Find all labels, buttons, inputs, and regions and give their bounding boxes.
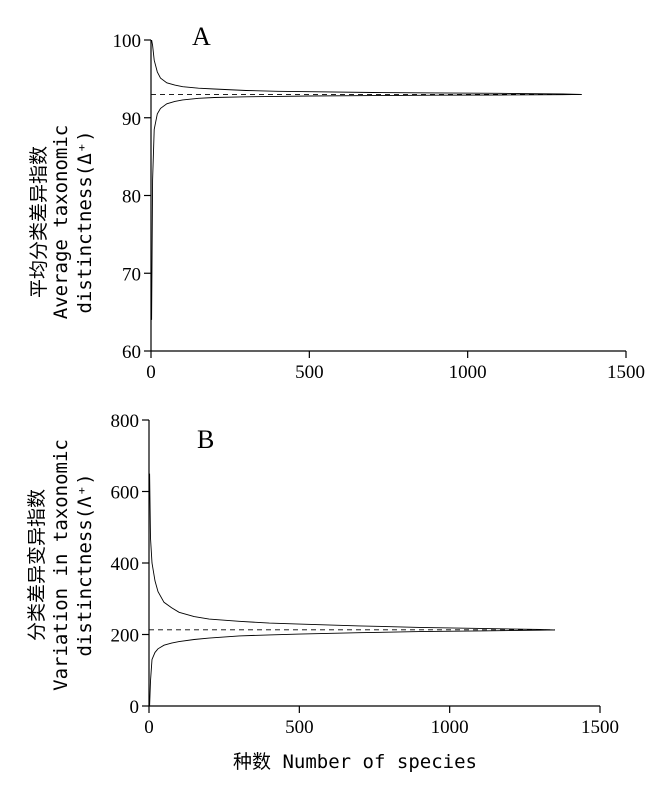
panel-a-x-tick-label: 0 — [146, 362, 156, 383]
panel-a: A 平均分类差异指数 Average taxonomic distinctnes… — [28, 22, 645, 383]
panel-a-x-tick-label: 1000 — [449, 362, 487, 383]
panel-b-y-tick-label: 200 — [111, 626, 140, 647]
panel-a-y-tick-label: 70 — [122, 264, 141, 285]
panel-b-y-tick-label: 600 — [111, 483, 140, 504]
panel-b-y-tick-label: 800 — [111, 411, 140, 432]
panel-a-y-tick-label: 100 — [113, 31, 142, 52]
panel-b-ylabel-cn: 分类差异变异指数 — [26, 489, 48, 641]
panel-a-ylabel-en-1: Average taxonomic — [50, 125, 72, 319]
panel-a-funnel-upper — [151, 39, 582, 95]
panel-b-xlabel: 种数 Number of species — [233, 751, 477, 773]
panel-a-letter: A — [192, 22, 211, 51]
panel-a-y-tick-label: 60 — [122, 342, 141, 363]
panel-b-ylabel-en-1: Variation in taxonomic — [50, 439, 72, 691]
panel-b-x-tick-label: 500 — [285, 717, 314, 738]
panel-b-x-tick-label: 0 — [144, 717, 154, 738]
panel-a-x-tick-label: 500 — [295, 362, 324, 383]
panel-a-ylabel-en-2: distinctness(Δ⁺) — [74, 130, 96, 313]
panel-a-ylabel-cn: 平均分类差异指数 — [28, 146, 50, 298]
panel-a-funnel-lower — [151, 93, 582, 320]
panel-b-y-tick-label: 400 — [111, 554, 140, 575]
panel-a-y-tick-label: 90 — [122, 109, 141, 130]
panel-b: B 分类差异变异指数 Variation in taxonomic distin… — [26, 411, 619, 773]
panel-b-y-tick-label: 0 — [130, 697, 140, 718]
panel-b-letter: B — [197, 425, 214, 454]
panel-b-funnel-upper — [149, 473, 555, 631]
panel-a-x-tick-label: 1500 — [607, 362, 645, 383]
panel-b-funnel-lower — [149, 629, 555, 707]
panel-b-ylabel-en-2: distinctness(Λ⁺) — [74, 473, 96, 656]
panel-b-x-tick-label: 1000 — [431, 717, 469, 738]
panel-a-y-tick-label: 80 — [122, 187, 141, 208]
panel-b-x-tick-label: 1500 — [581, 717, 619, 738]
